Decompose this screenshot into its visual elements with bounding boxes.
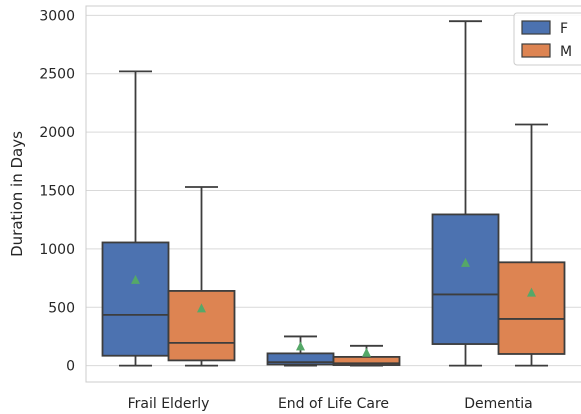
mean-marker bbox=[296, 341, 305, 351]
legend-swatch bbox=[521, 20, 551, 35]
mean-marker bbox=[461, 257, 470, 267]
y-axis-ticks: 0 500 1000 1500 2000 2500 3000 bbox=[39, 8, 75, 374]
box-M-1 bbox=[332, 344, 401, 367]
plot-frame bbox=[85, 5, 581, 383]
x-tick-label: End of Life Care bbox=[278, 396, 389, 412]
mean-marker bbox=[362, 347, 371, 357]
box-body bbox=[101, 241, 170, 357]
legend-label: F bbox=[560, 21, 568, 37]
y-tick-label: 1000 bbox=[39, 242, 75, 258]
y-tick-label: 0 bbox=[66, 359, 75, 375]
box-series bbox=[101, 20, 566, 367]
x-tick-label: Frail Elderly bbox=[128, 396, 210, 412]
box-body bbox=[332, 355, 401, 366]
box-F-0 bbox=[101, 70, 170, 367]
mean-marker bbox=[527, 287, 536, 297]
y-tick-label: 1500 bbox=[39, 183, 75, 199]
box-M-0 bbox=[167, 186, 236, 367]
y-tick-label: 500 bbox=[48, 300, 75, 316]
box-M-2 bbox=[497, 123, 566, 367]
y-tick-label: 2500 bbox=[39, 67, 75, 83]
y-axis-label: Duration in Days bbox=[8, 131, 26, 257]
box-F-2 bbox=[431, 20, 500, 367]
legend-label: M bbox=[560, 44, 572, 60]
mean-marker bbox=[131, 274, 140, 284]
x-axis-ticks: Frail Elderly End of Life Care Dementia bbox=[128, 396, 533, 412]
legend-swatch bbox=[521, 43, 551, 58]
y-tick-label: 2000 bbox=[39, 125, 75, 141]
box-F-1 bbox=[266, 335, 335, 367]
mean-marker bbox=[197, 303, 206, 313]
box-body bbox=[431, 213, 500, 345]
y-tick-label: 3000 bbox=[39, 8, 75, 24]
box-body bbox=[497, 261, 566, 355]
x-tick-label: Dementia bbox=[464, 396, 532, 412]
box-body bbox=[167, 290, 236, 362]
legend: FM bbox=[513, 12, 581, 66]
